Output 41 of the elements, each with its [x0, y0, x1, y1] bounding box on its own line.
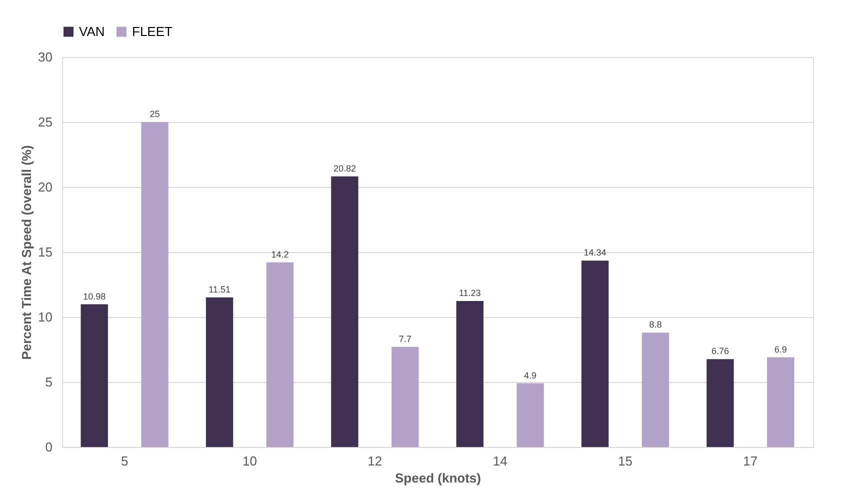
y-tick-label: 30	[38, 50, 52, 64]
bar	[642, 332, 670, 447]
bar	[80, 304, 108, 447]
legend-label: VAN	[79, 24, 105, 39]
x-tick-label: 14	[492, 454, 508, 468]
data-label: 25	[150, 109, 160, 119]
y-tick-label: 10	[38, 310, 52, 324]
data-label: 11.23	[458, 288, 481, 298]
y-axis-title: Percent Time At Speed (overall (%)	[19, 145, 34, 360]
data-label: 6.76	[711, 346, 729, 356]
data-label: 14.34	[584, 248, 606, 258]
x-tick-label: 5	[120, 454, 128, 468]
legend-label: FLEET	[132, 24, 173, 39]
data-label: 11.51	[208, 284, 230, 294]
data-label: 10.98	[83, 291, 106, 302]
data-label: 8.8	[649, 320, 662, 330]
y-tick-label: 5	[45, 374, 52, 390]
bar	[206, 297, 234, 447]
y-tick-label: 20	[38, 180, 52, 194]
bar	[392, 346, 419, 447]
bar	[581, 260, 609, 447]
bar	[331, 176, 358, 447]
x-tick-label: 17	[743, 454, 758, 468]
bar	[516, 383, 544, 447]
y-tick-label: 25	[38, 114, 52, 130]
x-tick-label: 12	[368, 454, 382, 468]
data-label: 14.2	[271, 249, 289, 260]
x-axis-title: Speed (knots)	[395, 470, 481, 486]
bar	[141, 122, 168, 447]
data-label: 6.9	[774, 344, 787, 354]
y-tick-label: 15	[38, 244, 52, 260]
bar	[706, 359, 734, 447]
x-tick-label: 15	[618, 454, 632, 468]
bar	[266, 262, 294, 447]
bar	[456, 301, 484, 447]
y-tick-label: 0	[45, 440, 52, 454]
x-tick-label: 10	[242, 454, 257, 468]
bar	[767, 357, 794, 447]
data-label: 7.7	[398, 334, 412, 344]
data-label: 4.9	[524, 370, 537, 380]
data-label: 20.82	[333, 163, 356, 174]
